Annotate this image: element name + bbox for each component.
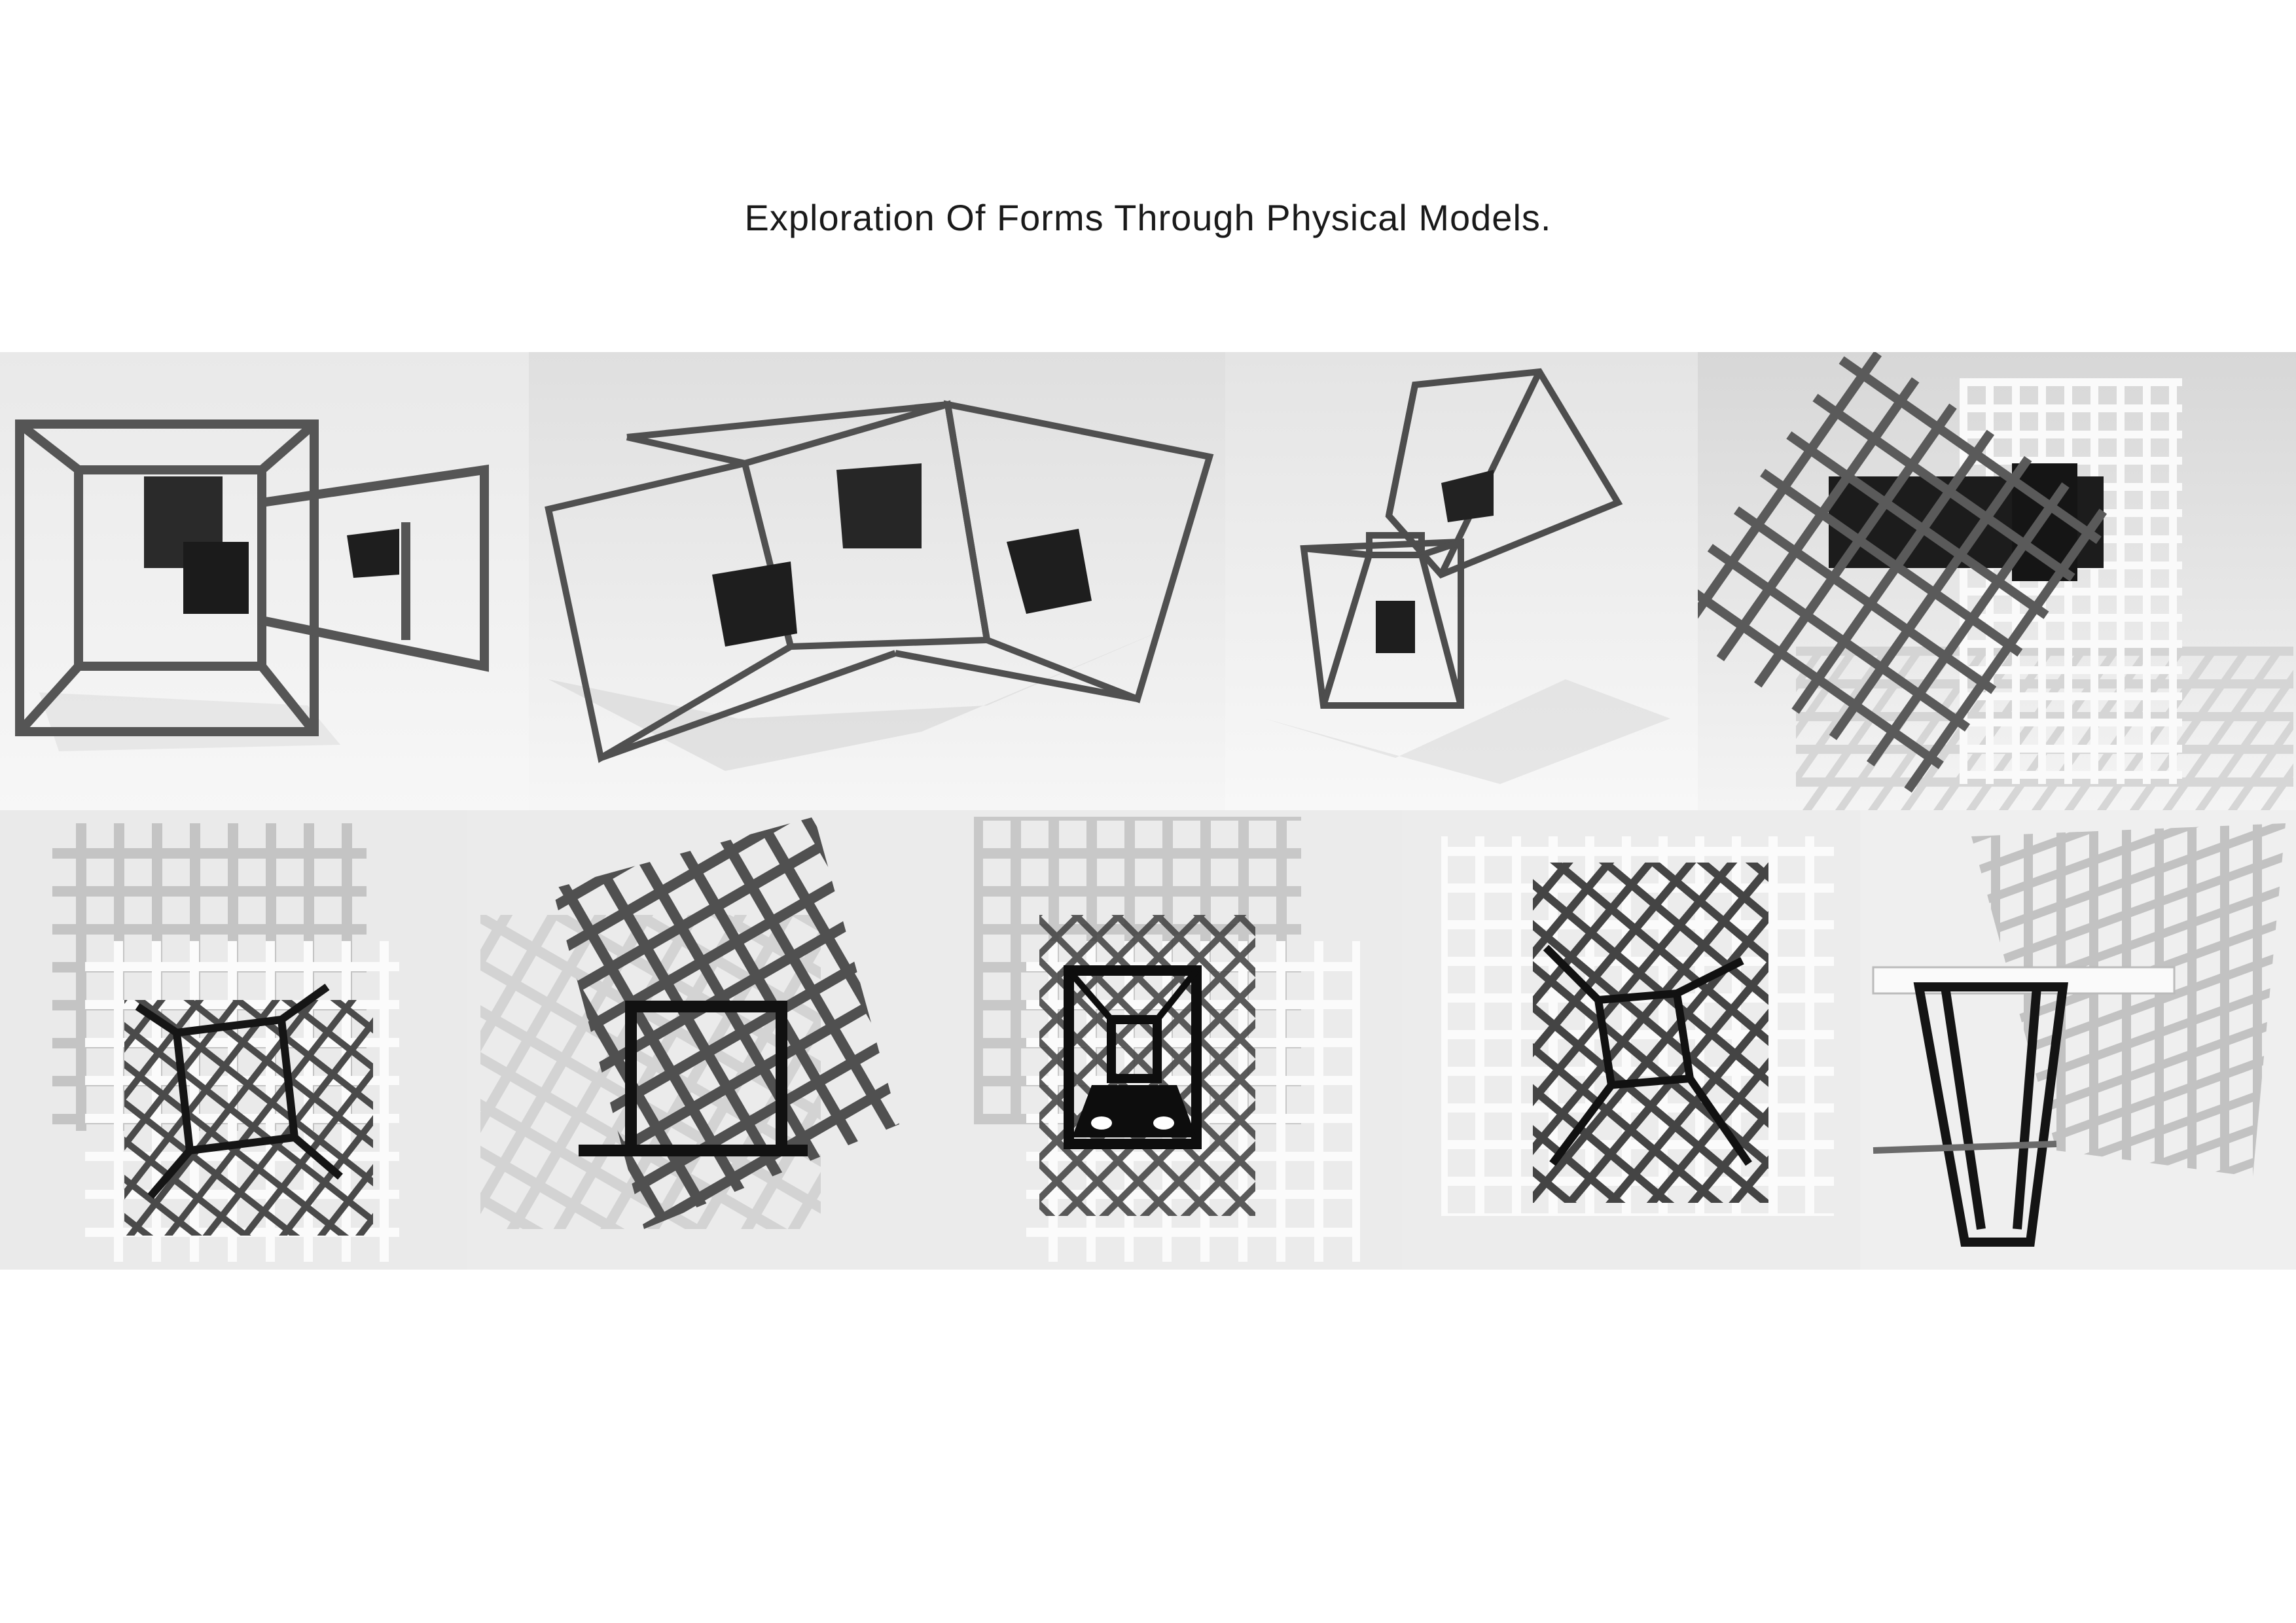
model-photo-grid-overlay-1 [0,810,467,1270]
model-photo-cube-frame-1 [0,352,529,810]
model-photo-grids-with-block [1698,352,2296,810]
model-photo-grid-square-frame [467,810,935,1270]
model-photo-grid-overlay-black-frame [935,810,1402,1270]
model-photo-bowtie-frames [529,352,1225,810]
model-photo-two-frames [1225,352,1698,810]
model-photo-grid-side-view [1860,810,2296,1270]
page-title: Exploration Of Forms Through Physical Mo… [0,196,2296,239]
model-photo-grid-overlay-2 [1402,810,1860,1270]
